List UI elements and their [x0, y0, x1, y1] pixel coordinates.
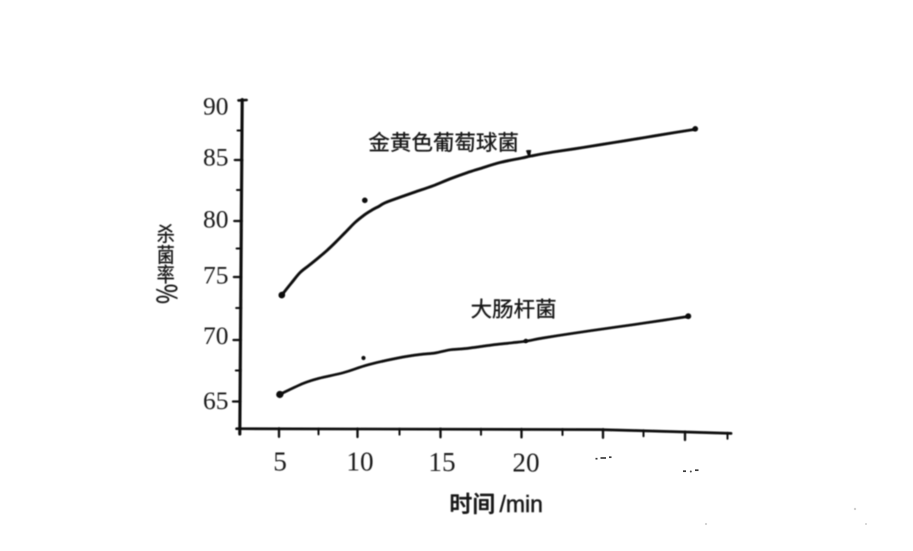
svg-text:85: 85 — [203, 143, 229, 172]
svg-text:20: 20 — [512, 448, 539, 478]
svg-text:/min: /min — [500, 491, 543, 517]
svg-text:80: 80 — [203, 205, 229, 234]
svg-text:90: 90 — [203, 91, 229, 120]
svg-text:15: 15 — [428, 447, 455, 477]
svg-text:70: 70 — [203, 321, 229, 350]
svg-text:75: 75 — [203, 261, 229, 290]
svg-text:65: 65 — [203, 386, 229, 415]
svg-text:5: 5 — [273, 447, 287, 477]
svg-text:10: 10 — [346, 447, 373, 477]
